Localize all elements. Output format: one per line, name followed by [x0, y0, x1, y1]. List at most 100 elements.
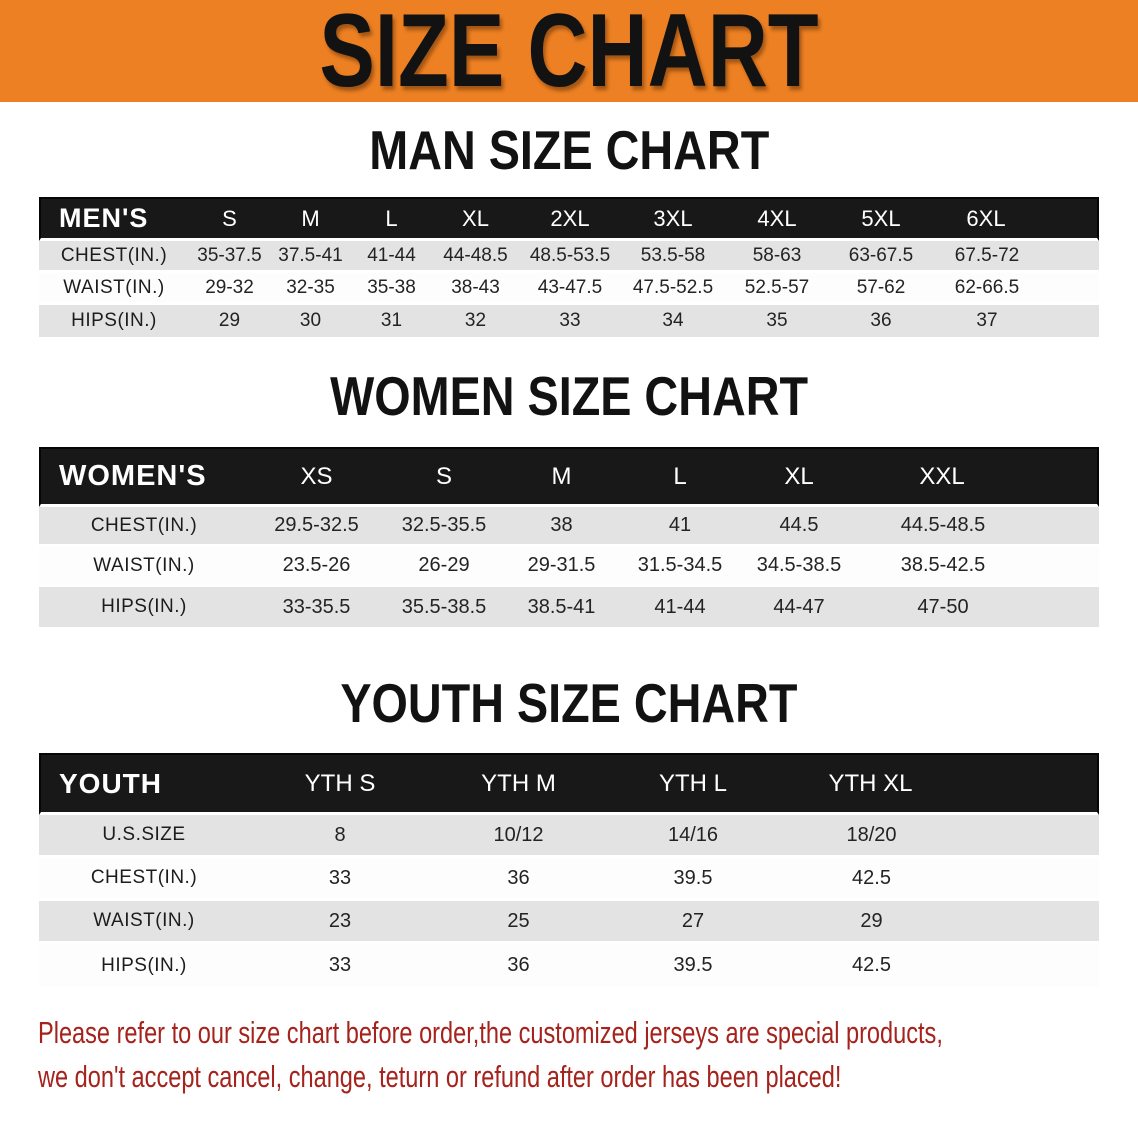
column-header: YTH L — [606, 753, 780, 815]
size-chart-banner: SIZE CHART — [0, 0, 1138, 109]
banner-title: SIZE CHART — [319, 0, 819, 109]
size-value: 33 — [249, 944, 431, 987]
size-value: 41 — [619, 507, 741, 547]
row-label: CHEST(IN.) — [39, 507, 249, 547]
disclaimer-line-1: Please refer to our size chart before or… — [38, 1015, 943, 1050]
size-value: 18/20 — [780, 815, 1099, 858]
size-value: 26-29 — [384, 547, 504, 587]
size-value: 47.5-52.5 — [621, 273, 725, 305]
column-header: L — [619, 447, 741, 507]
column-header: XS — [249, 447, 384, 507]
column-header: M — [270, 197, 351, 241]
column-header: S — [384, 447, 504, 507]
size-value: 53.5-58 — [621, 241, 725, 273]
size-value: 8 — [249, 815, 431, 858]
size-value: 30 — [270, 305, 351, 337]
table-row: WAIST(IN.) 29-32 32-35 35-38 38-43 43-47.5 47.… — [39, 273, 1099, 305]
size-value: 33 — [519, 305, 621, 337]
column-header: M — [504, 447, 619, 507]
table-row: HIPS(IN.) 33-35.5 35.5-38.5 38.5-41 41-44 44-… — [39, 587, 1099, 627]
youth-section: YOUTH SIZE CHART YOUTH YTH S YTH M YTH L YTH… — [0, 672, 1138, 987]
size-value: 33-35.5 — [249, 587, 384, 627]
row-label: U.S.SIZE — [39, 815, 249, 858]
size-value: 10/12 — [431, 815, 606, 858]
table-header-row: MEN'S S M L XL 2XL 3XL 4XL 5XL 6XL — [39, 197, 1099, 241]
size-value: 23 — [249, 901, 431, 944]
size-value: 62-66.5 — [933, 273, 1099, 305]
column-header: YTH S — [249, 753, 431, 815]
column-header: 6XL — [933, 197, 1099, 241]
size-value: 32 — [432, 305, 519, 337]
mens-section: MAN SIZE CHART MEN'S S M L XL 2XL 3XL 4XL 5XL 6XL… — [0, 119, 1138, 337]
column-header: S — [189, 197, 270, 241]
size-value: 43-47.5 — [519, 273, 621, 305]
womens-size-table: WOMEN'S XS S M L XL XXL CHEST(IN.) 29.5-32.5 32.5… — [39, 447, 1099, 627]
size-value: 37.5-41 — [270, 241, 351, 273]
size-value: 29 — [189, 305, 270, 337]
column-header: XL — [741, 447, 857, 507]
size-value: 34 — [621, 305, 725, 337]
row-label: WAIST(IN.) — [39, 901, 249, 944]
youth-section-heading: YOUTH SIZE CHART — [0, 672, 1138, 734]
size-value: 35.5-38.5 — [384, 587, 504, 627]
size-value: 35 — [725, 305, 829, 337]
table-row: CHEST(IN.) 29.5-32.5 32.5-35.5 38 41 44.5 44.5… — [39, 507, 1099, 547]
size-value: 36 — [829, 305, 933, 337]
size-value: 32-35 — [270, 273, 351, 305]
column-header: YTH XL — [780, 753, 1099, 815]
size-value: 29.5-32.5 — [249, 507, 384, 547]
size-value: 44.5-48.5 — [857, 507, 1099, 547]
size-value: 36 — [431, 944, 606, 987]
size-value: 39.5 — [606, 858, 780, 901]
table-row: CHEST(IN.) 35-37.5 37.5-41 41-44 44-48.5 48.5… — [39, 241, 1099, 273]
size-value: 42.5 — [780, 944, 1099, 987]
youth-heading-text: YOUTH SIZE CHART — [340, 672, 798, 734]
table-row: HIPS(IN.) 29 30 31 32 33 34 35 36 37 — [39, 305, 1099, 337]
column-header: XXL — [857, 447, 1099, 507]
row-label: CHEST(IN.) — [39, 241, 189, 273]
womens-section-heading: WOMEN SIZE CHART — [0, 365, 1138, 427]
size-value: 32.5-35.5 — [384, 507, 504, 547]
size-value: 48.5-53.5 — [519, 241, 621, 273]
row-label: HIPS(IN.) — [39, 305, 189, 337]
size-value: 25 — [431, 901, 606, 944]
column-header: YTH M — [431, 753, 606, 815]
size-value: 41-44 — [351, 241, 432, 273]
size-value: 31.5-34.5 — [619, 547, 741, 587]
size-value: 23.5-26 — [249, 547, 384, 587]
size-value: 29 — [780, 901, 1099, 944]
size-value: 31 — [351, 305, 432, 337]
size-value: 38.5-42.5 — [857, 547, 1099, 587]
size-value: 63-67.5 — [829, 241, 933, 273]
table-row: WAIST(IN.) 23.5-26 26-29 29-31.5 31.5-34.5 34… — [39, 547, 1099, 587]
size-value: 39.5 — [606, 944, 780, 987]
size-value: 38.5-41 — [504, 587, 619, 627]
size-value: 58-63 — [725, 241, 829, 273]
size-value: 42.5 — [780, 858, 1099, 901]
row-label: HIPS(IN.) — [39, 587, 249, 627]
size-value: 35-37.5 — [189, 241, 270, 273]
size-value: 35-38 — [351, 273, 432, 305]
size-value: 34.5-38.5 — [741, 547, 857, 587]
size-value: 33 — [249, 858, 431, 901]
womens-section: WOMEN SIZE CHART WOMEN'S XS S M L XL XXL CHEST(… — [0, 365, 1138, 627]
size-value: 41-44 — [619, 587, 741, 627]
mens-size-table: MEN'S S M L XL 2XL 3XL 4XL 5XL 6XL CHEST(IN.) 35-37… — [39, 197, 1099, 337]
size-value: 52.5-57 — [725, 273, 829, 305]
table-title-cell: YOUTH — [39, 753, 249, 815]
size-value: 44-48.5 — [432, 241, 519, 273]
womens-heading-text: WOMEN SIZE CHART — [330, 365, 808, 427]
mens-section-heading: MAN SIZE CHART — [0, 119, 1138, 181]
table-row: CHEST(IN.) 33 36 39.5 42.5 — [39, 858, 1099, 901]
disclaimer-line-2: we don't accept cancel, change, teturn o… — [38, 1059, 842, 1094]
table-row: HIPS(IN.) 33 36 39.5 42.5 — [39, 944, 1099, 987]
row-label: WAIST(IN.) — [39, 273, 189, 305]
row-label: WAIST(IN.) — [39, 547, 249, 587]
column-header: 5XL — [829, 197, 933, 241]
size-value: 14/16 — [606, 815, 780, 858]
column-header: 3XL — [621, 197, 725, 241]
mens-heading-text: MAN SIZE CHART — [369, 119, 769, 181]
size-value: 67.5-72 — [933, 241, 1099, 273]
size-value: 29-31.5 — [504, 547, 619, 587]
table-row: U.S.SIZE 8 10/12 14/16 18/20 — [39, 815, 1099, 858]
